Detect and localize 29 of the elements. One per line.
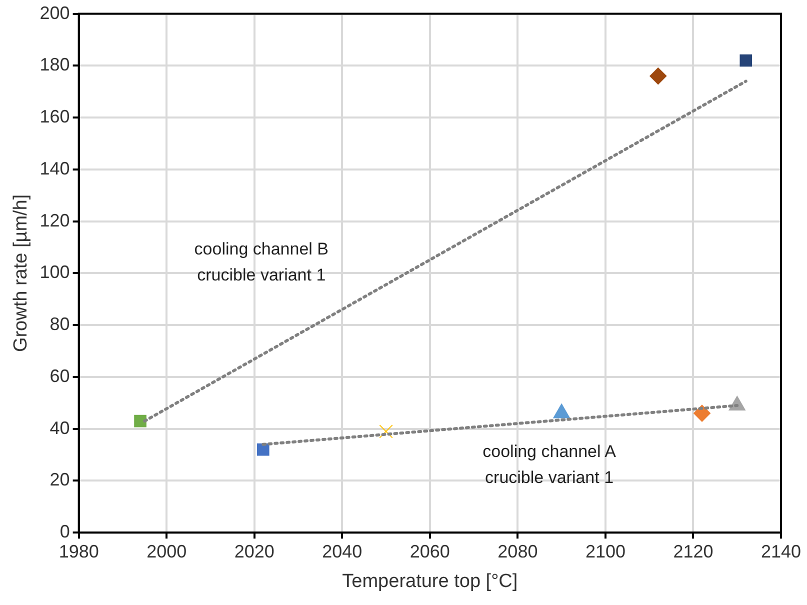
x-tick-label: 2060	[410, 541, 450, 562]
y-tick-label: 160	[40, 106, 70, 127]
x-tick-label: 2080	[498, 541, 538, 562]
y-tick-label: 100	[40, 262, 70, 282]
y-tick-label: 20	[50, 470, 70, 490]
x-tick-label: 1980	[58, 541, 99, 562]
point	[256, 443, 270, 456]
point	[740, 54, 752, 67]
point	[379, 424, 393, 438]
y-tick-label: 80	[50, 314, 70, 334]
x-tick-label: 2000	[146, 541, 187, 562]
y-tick-label: 0	[60, 522, 70, 542]
point	[650, 68, 667, 85]
x-tick-label: 2120	[673, 541, 714, 562]
annotation: cooling channel A crucible variant 1	[482, 442, 617, 487]
y-axis-title: Growth rate [µm/h]	[10, 194, 32, 352]
x-tick-label: 2020	[234, 541, 274, 562]
annotation: cooling channel B crucible variant 1	[194, 240, 329, 285]
x-tick-label: 2100	[585, 541, 626, 562]
y-tick-label: 60	[50, 366, 70, 386]
y-tick-label: 200	[40, 2, 70, 23]
point	[134, 414, 146, 428]
y-tick-label: 180	[40, 54, 70, 75]
y-tick-label: 40	[50, 418, 70, 438]
y-tick-label: 120	[40, 210, 70, 230]
x-tick-label: 2140	[760, 541, 802, 562]
y-tick-label: 140	[40, 158, 70, 178]
x-tick-label: 2040	[322, 541, 362, 562]
x-axis-title: Temperature top [°C]	[342, 570, 518, 592]
